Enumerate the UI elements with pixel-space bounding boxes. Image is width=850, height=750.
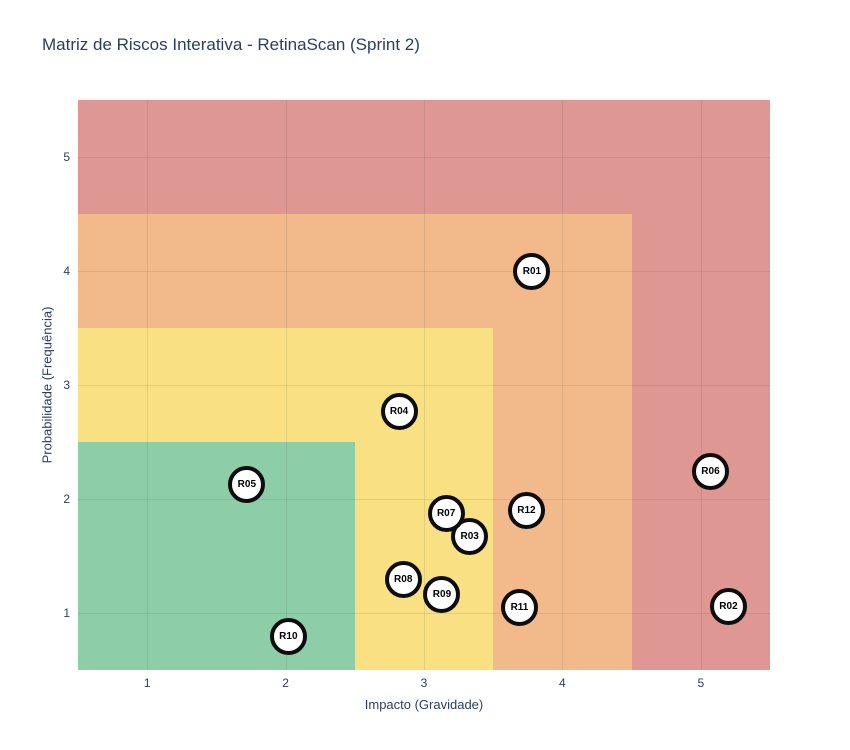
risk-point-R07[interactable]: R07 — [427, 495, 465, 533]
risk-point-label: R10 — [279, 631, 298, 643]
gridline-horizontal — [78, 613, 770, 614]
risk-point-R05[interactable]: R05 — [228, 465, 266, 503]
x-tick-label: 3 — [420, 676, 428, 690]
x-tick-label: 1 — [143, 676, 151, 690]
risk-point-R09[interactable]: R09 — [423, 576, 461, 614]
y-tick-label: 4 — [63, 264, 70, 278]
risk-point-label: R03 — [460, 531, 479, 543]
gridline-horizontal — [78, 499, 770, 500]
risk-point-label: R04 — [389, 405, 409, 417]
risk-point-R06[interactable]: R06 — [691, 453, 729, 491]
risk-point-R12[interactable]: R12 — [507, 491, 545, 529]
risk-point-label: R08 — [394, 574, 413, 586]
zone-risco-medio — [354, 442, 494, 670]
zone-risco-critico — [78, 100, 770, 214]
gridline-vertical — [424, 100, 425, 670]
gridline-horizontal — [78, 271, 770, 272]
chart-title: Matriz de Riscos Interativa - RetinaScan… — [42, 35, 420, 54]
risk-point-R11[interactable]: R11 — [500, 588, 538, 626]
gridline-vertical — [700, 100, 702, 670]
x-tick-label: 5 — [697, 676, 705, 690]
gridline-horizontal — [78, 385, 770, 386]
y-tick-label: 2 — [63, 492, 70, 506]
y-tick-label: 1 — [63, 606, 70, 620]
gridline-vertical — [562, 100, 564, 670]
gridline-vertical — [285, 100, 287, 670]
y-tick-label: 3 — [63, 378, 70, 392]
risk-point-R03[interactable]: R03 — [451, 518, 489, 556]
zone-risco-critico — [631, 214, 770, 670]
risk-point-label: R05 — [237, 478, 257, 490]
risk-point-label: R12 — [517, 504, 536, 516]
zone-risco-medio — [78, 328, 494, 442]
risk-point-label: R07 — [436, 508, 456, 520]
risk-point-R02[interactable]: R02 — [709, 587, 747, 625]
risk-point-label: R11 — [510, 601, 529, 613]
y-axis-title: Probabilidade (Frequência) — [39, 306, 55, 464]
x-tick-label: 2 — [282, 676, 289, 690]
x-tick-label: 4 — [559, 676, 566, 690]
zone-risco-baixo — [78, 442, 355, 670]
risk-point-R04[interactable]: R04 — [380, 392, 418, 430]
risk-point-R10[interactable]: R10 — [269, 618, 307, 656]
risk-point-label: R02 — [719, 600, 738, 612]
risk-point-R08[interactable]: R08 — [384, 561, 422, 599]
risk-point-label: R01 — [522, 265, 542, 277]
plot-area[interactable]: R01 R02 R03 R04 R05 R06 R07 R08 R09 R10 R11 R12 — [78, 100, 770, 670]
x-axis-title: Impacto (Gravidade) — [364, 697, 484, 712]
y-tick-label: 5 — [63, 150, 70, 164]
gridline-vertical — [147, 100, 149, 670]
risk-point-R01[interactable]: R01 — [513, 252, 551, 290]
gridline-horizontal — [78, 157, 770, 158]
risk-point-label: R06 — [701, 466, 720, 478]
risk-point-label: R09 — [432, 589, 452, 601]
